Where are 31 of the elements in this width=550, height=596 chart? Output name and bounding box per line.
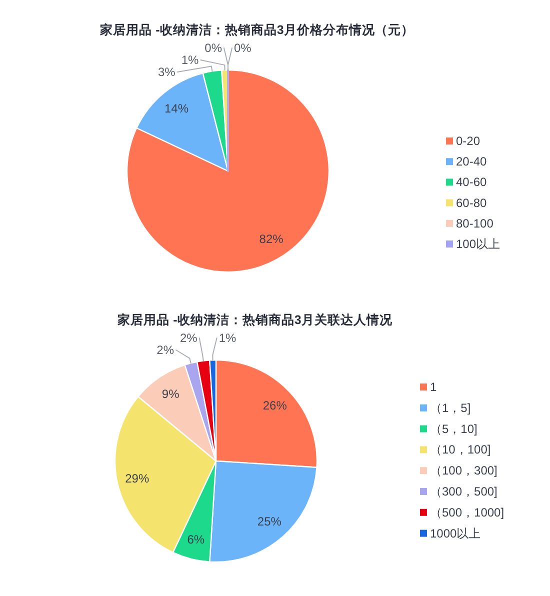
- legend-label: （1，5]: [430, 400, 471, 415]
- legend-label: （10，100]: [430, 442, 491, 457]
- legend-label: 20-40: [456, 154, 488, 169]
- legend-label: 0-20: [456, 134, 480, 148]
- legend-label: 60-80: [456, 196, 488, 210]
- legend-label: 80-100: [456, 216, 494, 230]
- data-label: 1%: [181, 53, 199, 67]
- chart-title: 家居用品 -收纳清洁：热销商品3月关联达人情况: [116, 312, 394, 327]
- legend-label: 1: [430, 380, 437, 394]
- data-label: 2%: [180, 331, 198, 345]
- data-label: 82%: [259, 232, 284, 246]
- data-label: 3%: [158, 65, 176, 79]
- data-label: 1%: [218, 331, 236, 345]
- legend-label: （300，500]: [430, 484, 498, 498]
- legend-label: （500，1000]: [430, 505, 504, 520]
- data-label: 29%: [125, 472, 150, 486]
- data-label: 26%: [262, 398, 288, 413]
- legend-label: 1000以上: [430, 526, 481, 540]
- pie-slice: [126, 69, 330, 272]
- legend-label: （5，10]: [430, 422, 478, 436]
- legend-label: （100，300]: [430, 464, 498, 478]
- data-label: 9%: [162, 387, 180, 402]
- text: 0%: [234, 41, 252, 55]
- data-label: 25%: [257, 514, 282, 529]
- legend-label: 40-60: [456, 175, 488, 190]
- chart-title: 家居用品 -收纳清洁：热销商品3月价格分布情况（元）: [99, 22, 414, 37]
- data-label: 2%: [156, 343, 174, 357]
- data-label: 6%: [187, 532, 205, 546]
- legend-label: 100以上: [456, 237, 500, 251]
- text: 0%: [204, 41, 222, 55]
- data-label: 14%: [164, 102, 189, 116]
